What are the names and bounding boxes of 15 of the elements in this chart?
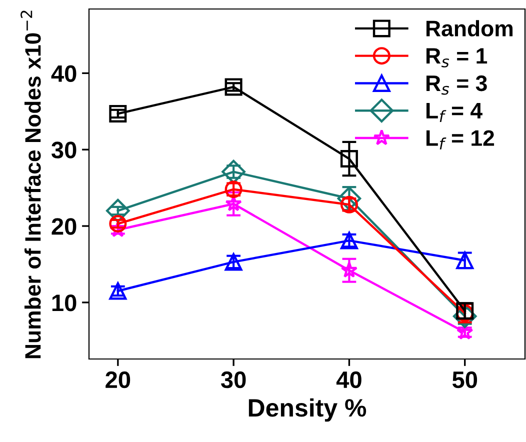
y-tick-label: 10: [52, 294, 76, 312]
y-tick-label: 20: [52, 218, 76, 235]
legend-label: Random: [426, 20, 513, 36]
legend-label: R$_{s}$ = 3: [426, 75, 487, 95]
y-axis-title: Number of Interface Nodes x10$^{−2}$: [20, 10, 41, 358]
y-tick-label: 40: [51, 65, 76, 82]
legend-label: L$_{f}$ = 12: [426, 130, 494, 150]
x-tick-label: 20: [106, 371, 130, 388]
x-tick-label: 50: [452, 371, 478, 388]
x-tick-label: 30: [220, 371, 246, 388]
legend-label: L$_{f}$ = 4: [426, 103, 482, 122]
legend-label: R$_{s}$ = 1: [426, 48, 488, 68]
y-tick-label: 30: [51, 142, 76, 158]
x-tick-label: 40: [336, 371, 362, 388]
x-axis-title: Density %: [248, 398, 366, 422]
